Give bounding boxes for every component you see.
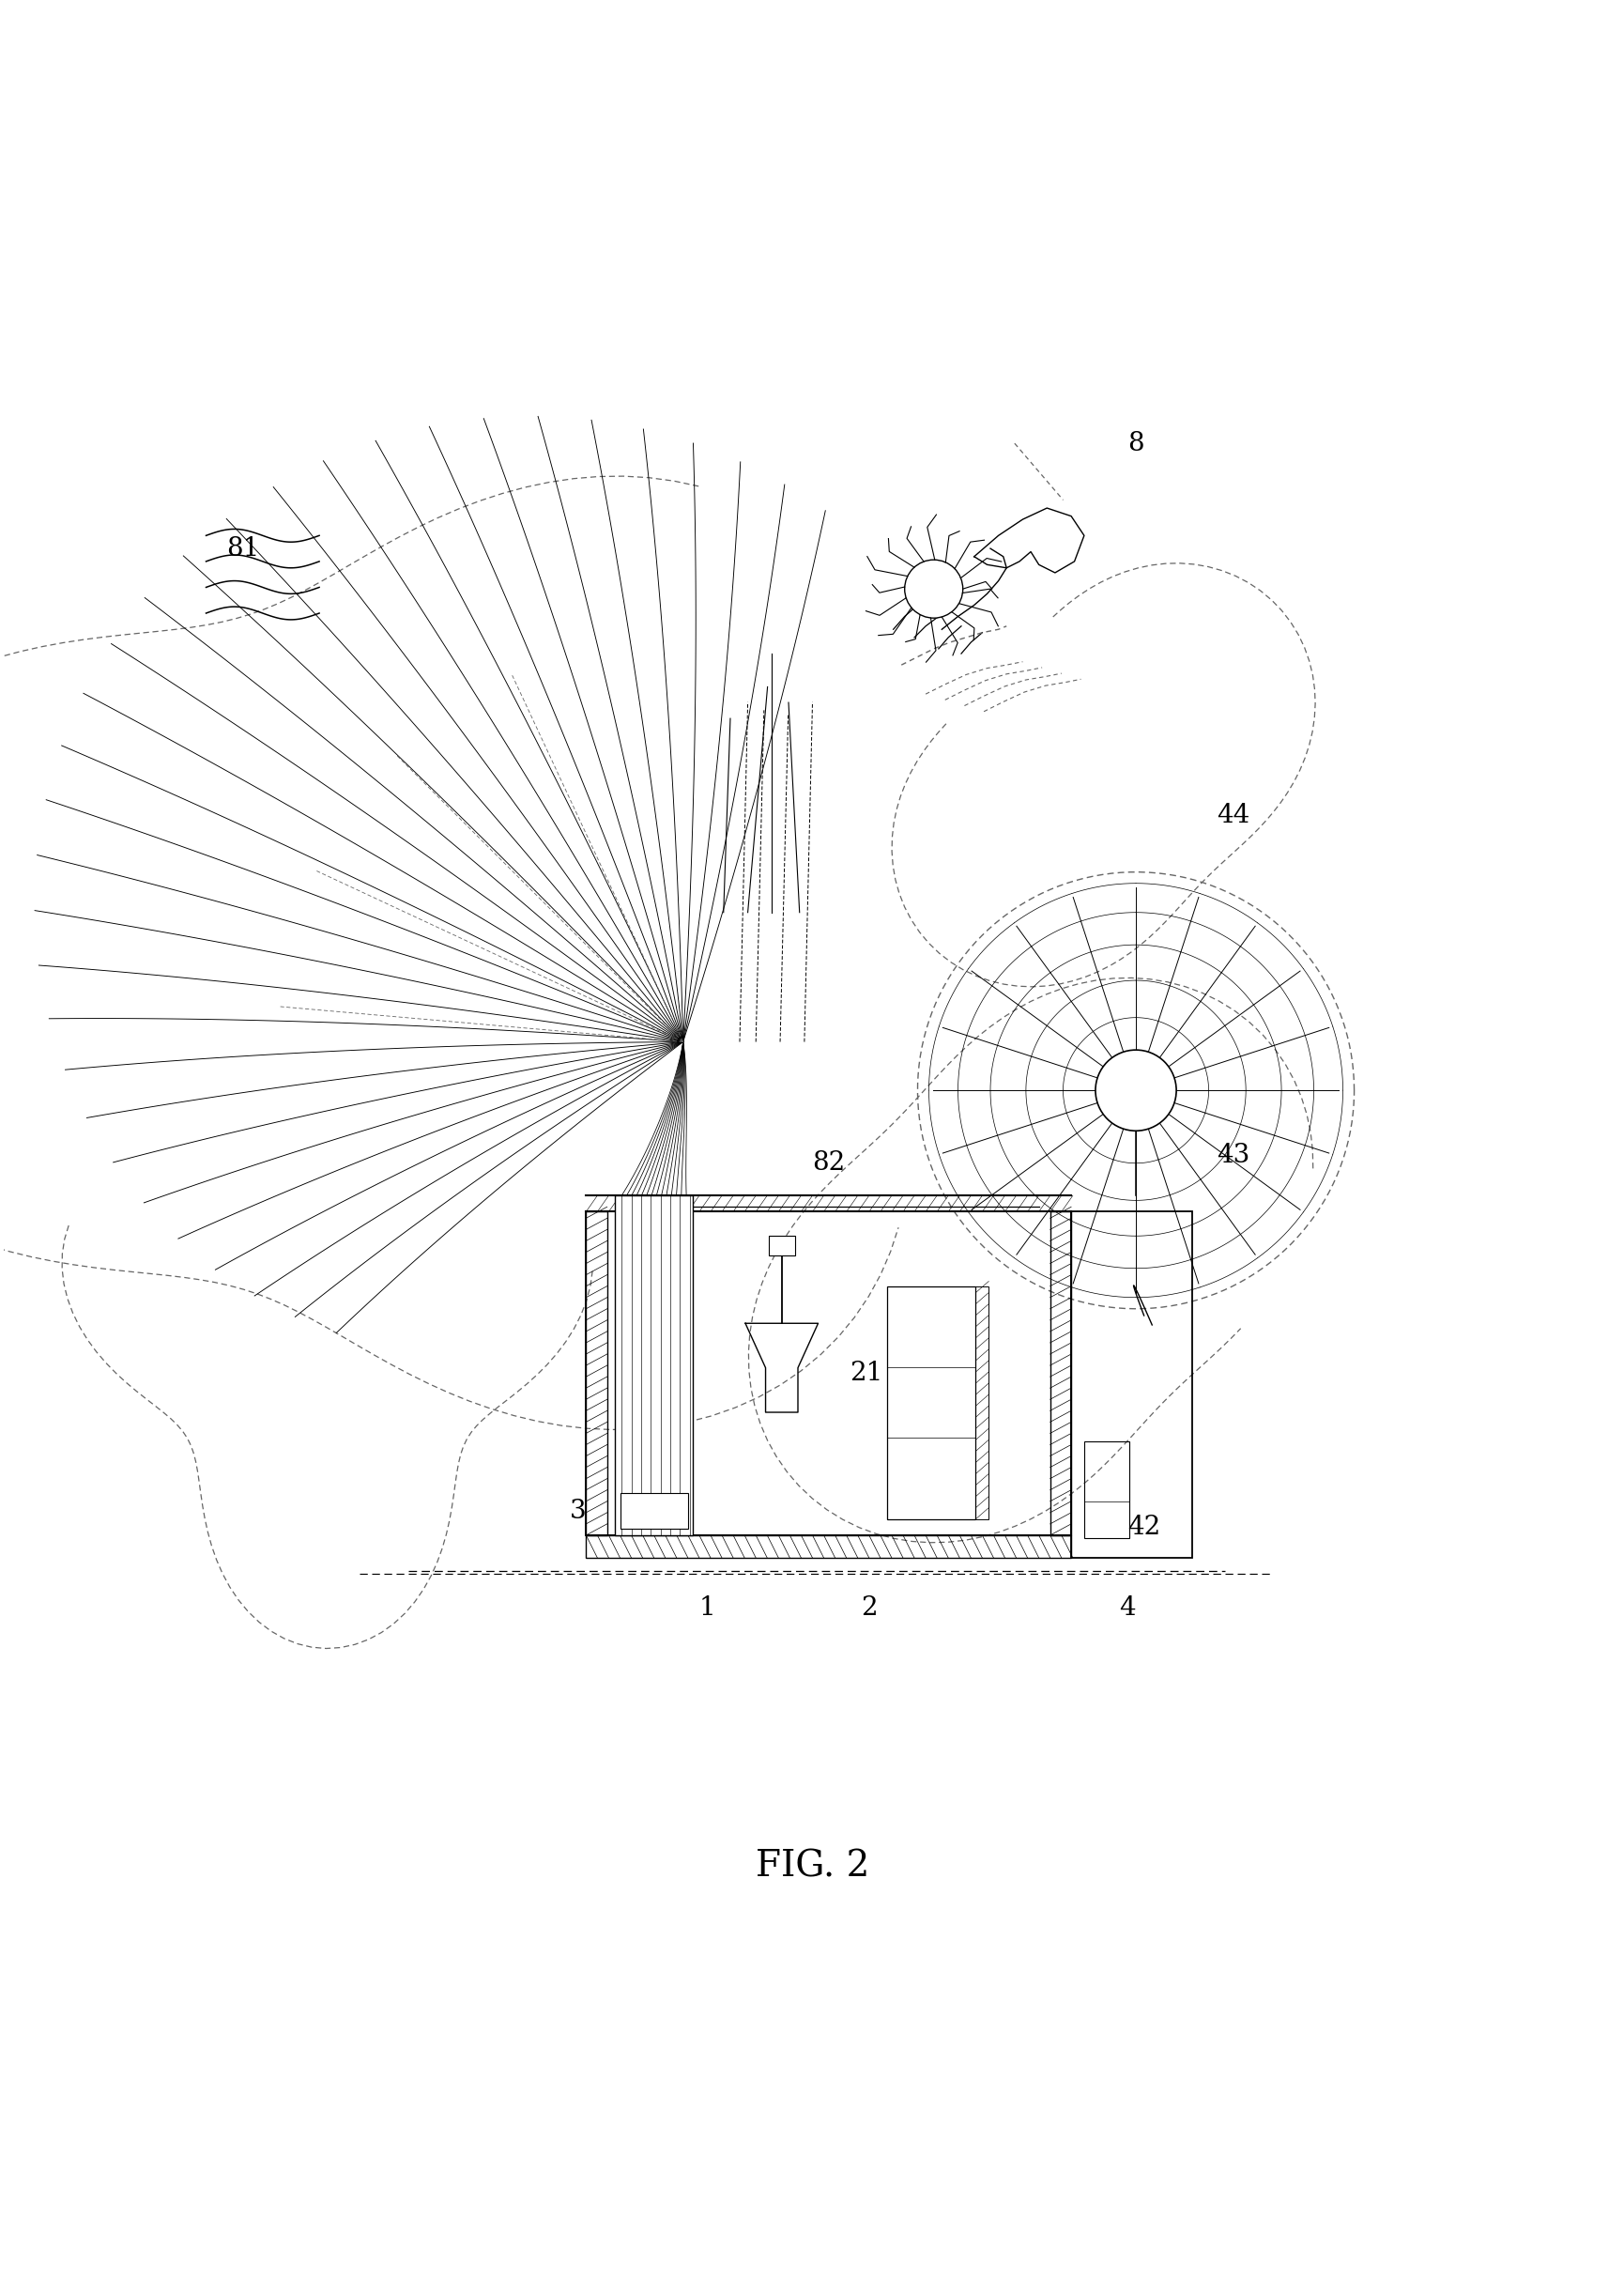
- Bar: [586, 1211, 1070, 1535]
- Bar: [586, 1211, 607, 1535]
- Bar: [586, 1535, 1070, 1558]
- Text: 6: 6: [630, 1370, 648, 1395]
- Bar: [768, 1236, 794, 1255]
- Bar: [1049, 1211, 1070, 1535]
- Text: 82: 82: [812, 1152, 844, 1177]
- Text: 44: 44: [1216, 803, 1249, 828]
- Bar: [615, 1195, 692, 1535]
- Bar: [976, 1287, 987, 1519]
- Bar: [887, 1287, 976, 1519]
- Text: 81: 81: [226, 537, 260, 562]
- Text: 43: 43: [1216, 1142, 1249, 1168]
- Bar: [620, 1493, 687, 1528]
- Text: 8: 8: [1127, 431, 1143, 457]
- Text: 2: 2: [861, 1594, 877, 1620]
- Text: 4: 4: [1119, 1594, 1135, 1620]
- Bar: [1070, 1211, 1192, 1558]
- Bar: [1083, 1441, 1129, 1539]
- Text: 3: 3: [570, 1498, 586, 1523]
- Text: 42: 42: [1127, 1514, 1160, 1539]
- Text: 21: 21: [849, 1360, 882, 1386]
- Text: 1: 1: [698, 1594, 715, 1620]
- Circle shape: [905, 560, 963, 617]
- Text: FIG. 2: FIG. 2: [755, 1849, 869, 1883]
- Circle shape: [1095, 1051, 1176, 1131]
